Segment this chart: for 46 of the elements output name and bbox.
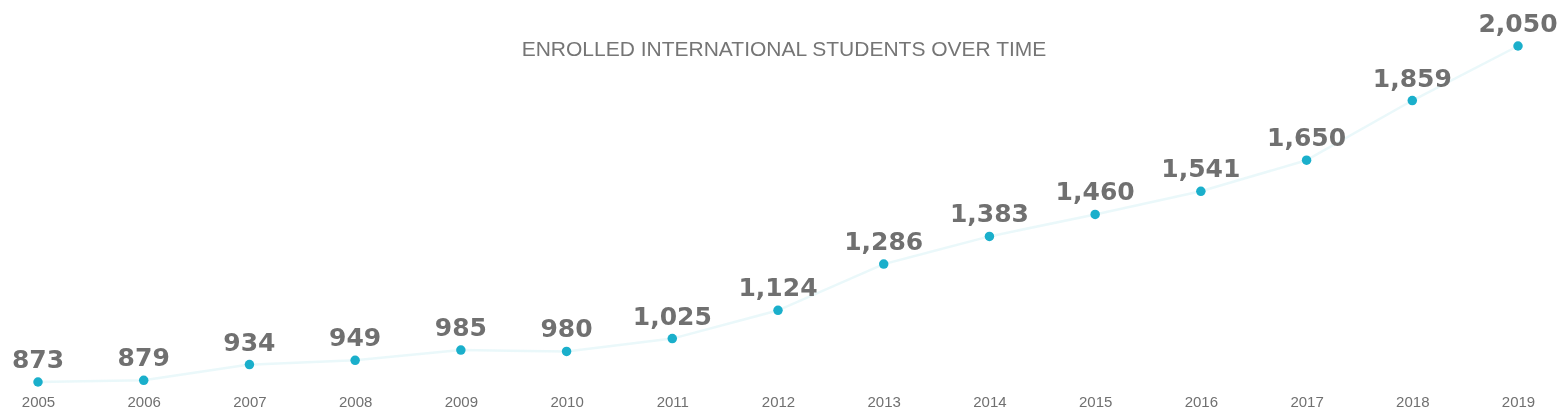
data-label: 1,124 bbox=[738, 273, 818, 303]
point bbox=[33, 377, 43, 387]
x-tick-label: 2008 bbox=[338, 392, 373, 410]
data-label: 873 bbox=[11, 345, 65, 374]
point bbox=[456, 345, 466, 355]
point bbox=[1196, 186, 1206, 197]
x-tick-label: 2018 bbox=[1396, 392, 1430, 410]
x-tick-label: 2014 bbox=[973, 392, 1007, 410]
point bbox=[984, 231, 995, 242]
data-label: 1,286 bbox=[844, 227, 924, 257]
data-label: 1,859 bbox=[1372, 63, 1452, 93]
point bbox=[561, 346, 572, 357]
x-tick-label: 2019 bbox=[1501, 392, 1536, 410]
data-label: 879 bbox=[117, 343, 170, 373]
data-label: 2,050 bbox=[1478, 9, 1558, 38]
data-label: 1,460 bbox=[1055, 177, 1135, 207]
x-tick-label: 2015 bbox=[1078, 392, 1113, 410]
x-tick-label: 2005 bbox=[21, 392, 56, 410]
point bbox=[1407, 95, 1418, 106]
x-tick-label: 2007 bbox=[233, 392, 267, 410]
data-label: 1,541 bbox=[1161, 154, 1241, 184]
x-tick-label: 2006 bbox=[127, 392, 161, 410]
point bbox=[350, 355, 360, 366]
data-label: 1,025 bbox=[632, 301, 712, 331]
point bbox=[773, 305, 783, 316]
chart-title: ENROLLED INTERNATIONAL STUDENTS OVER TIME bbox=[521, 37, 1047, 60]
point bbox=[1090, 209, 1100, 220]
x-tick-label: 2011 bbox=[656, 392, 689, 410]
data-label: 980 bbox=[540, 314, 593, 344]
point bbox=[244, 359, 255, 370]
x-tick-label: 2009 bbox=[444, 392, 479, 410]
data-label: 934 bbox=[223, 327, 276, 357]
x-tick-label: 2016 bbox=[1184, 392, 1219, 410]
data-label: 1,650 bbox=[1267, 123, 1347, 153]
point bbox=[878, 259, 889, 269]
data-label: 985 bbox=[434, 313, 487, 343]
x-tick-label: 2010 bbox=[550, 392, 584, 410]
point bbox=[1513, 41, 1523, 51]
point bbox=[138, 375, 149, 386]
x-tick-label: 2013 bbox=[867, 392, 901, 410]
point bbox=[1301, 155, 1312, 165]
data-label: 949 bbox=[329, 323, 382, 353]
point bbox=[667, 333, 678, 344]
data-label: 1,383 bbox=[949, 199, 1029, 229]
x-tick-label: 2012 bbox=[761, 392, 796, 410]
x-tick-label: 2017 bbox=[1290, 392, 1324, 410]
